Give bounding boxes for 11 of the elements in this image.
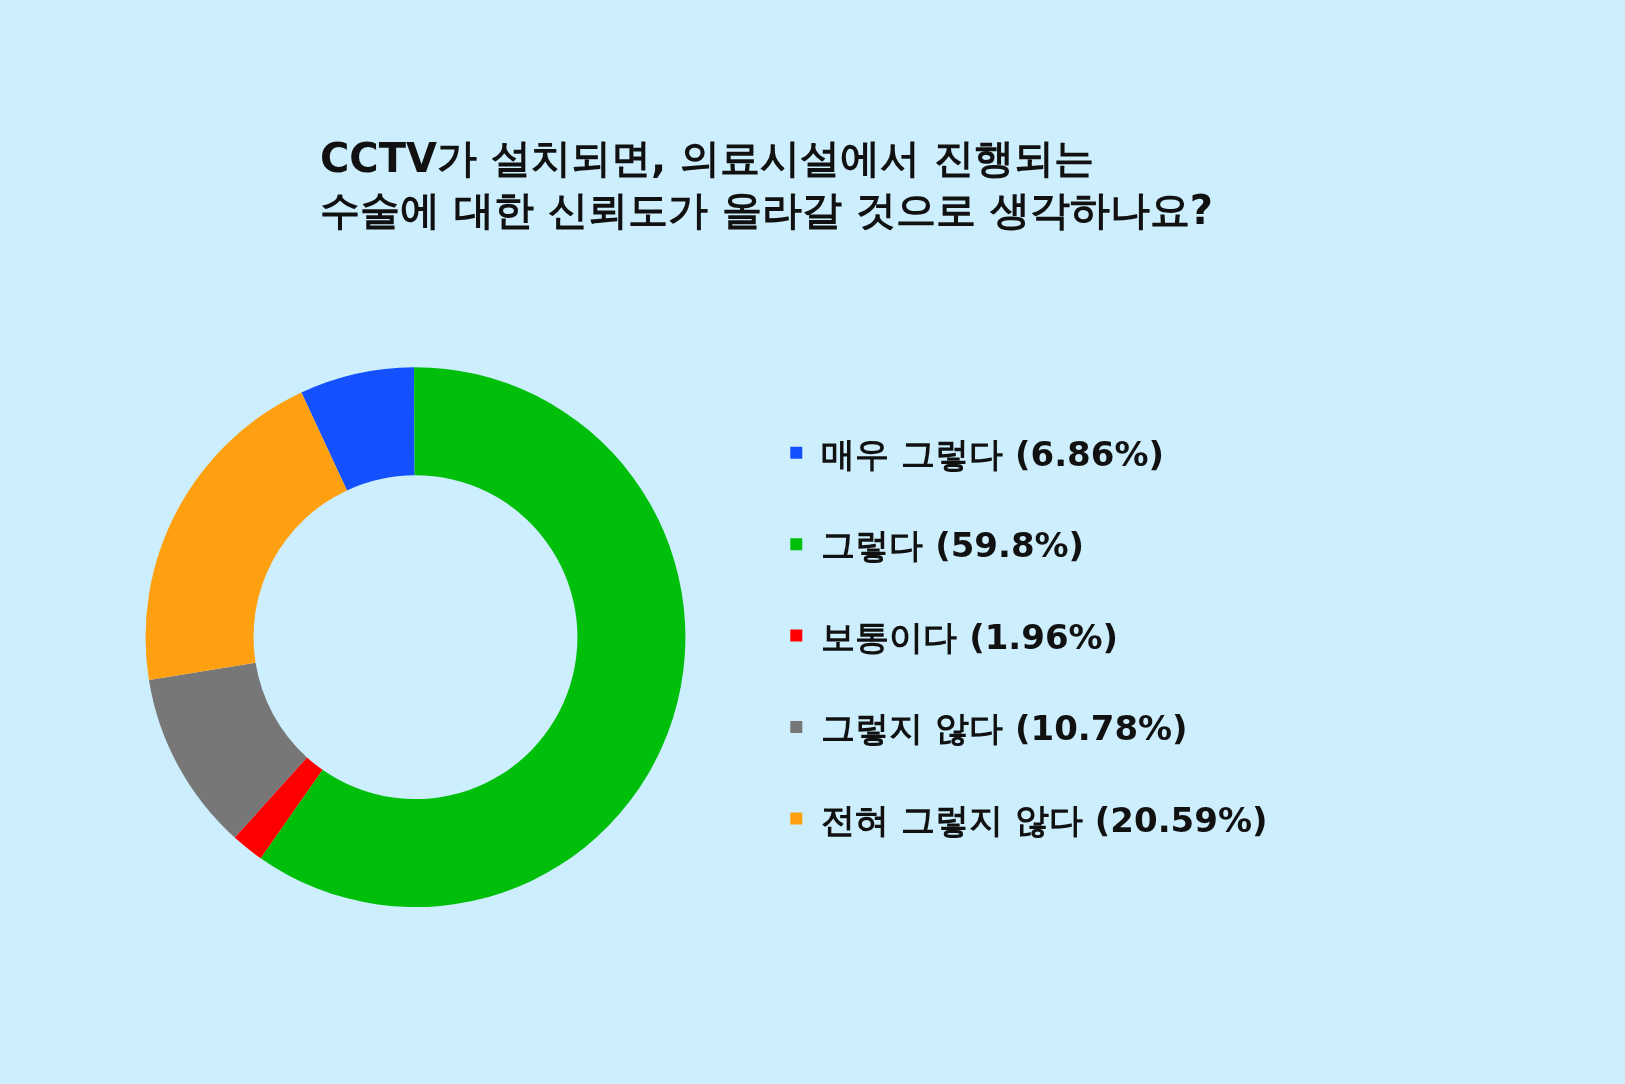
legend-label: 보통이다 (1.96%): [821, 616, 1119, 657]
donut-slice: [148, 662, 307, 838]
donut-slice: [301, 367, 415, 491]
legend-label: 매우 그렇다 (6.86%): [821, 434, 1165, 475]
legend-label: 그렇다 (59.8%): [821, 525, 1085, 566]
chart-title: CCTV가 설치되면, 의료시설에서 진행되는 수술에 대한 신뢰도가 올라갈 것으로 생각하나요?: [320, 135, 1213, 233]
legend-label: 전혀 그렇지 않다 (20.59%): [821, 799, 1268, 840]
donut-slice: [145, 392, 348, 680]
donut-slice: [260, 367, 686, 907]
legend-label: 그렇지 않다 (10.78%): [821, 708, 1188, 749]
donut-slice: [234, 757, 323, 859]
